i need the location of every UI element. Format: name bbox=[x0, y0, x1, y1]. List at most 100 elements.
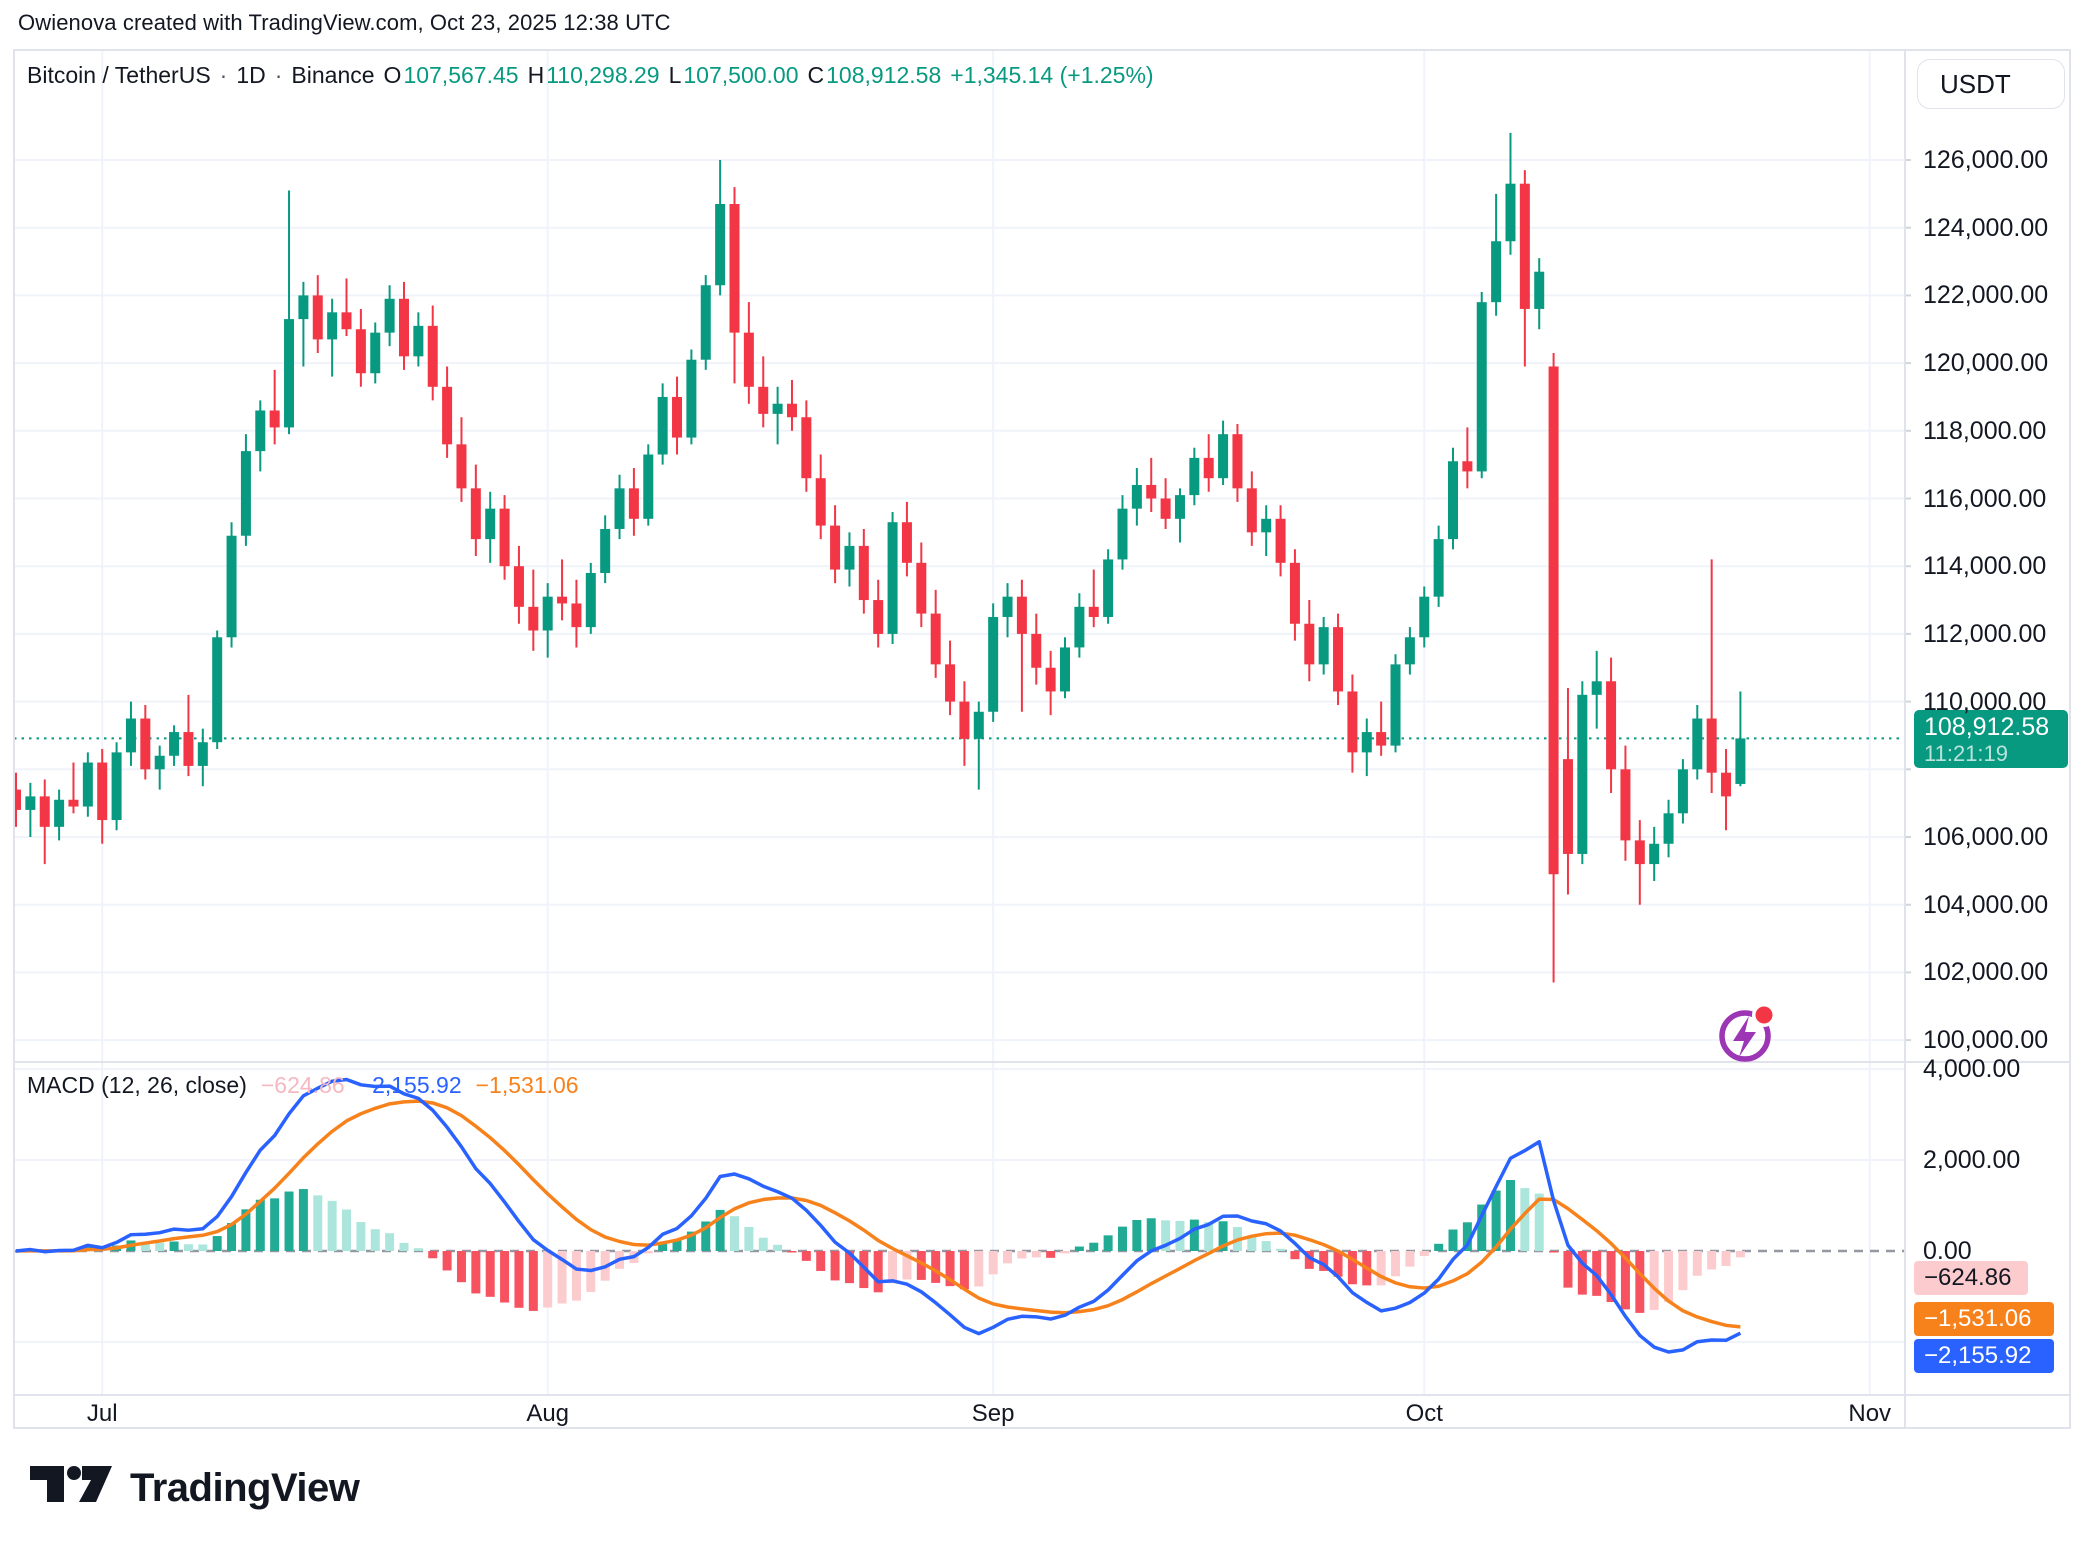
candle bbox=[97, 762, 108, 821]
candle bbox=[125, 718, 136, 753]
macd-hist-bar bbox=[1146, 1218, 1156, 1251]
candle bbox=[1721, 772, 1732, 797]
candle bbox=[499, 508, 510, 567]
macd-hist-bar bbox=[413, 1248, 423, 1251]
macd-hist-bar bbox=[1462, 1222, 1472, 1251]
macd-hist-bar bbox=[270, 1198, 280, 1251]
candle bbox=[1390, 664, 1401, 746]
macd-hist-badge: −624.86 bbox=[1914, 1261, 2028, 1295]
candle bbox=[1174, 495, 1185, 519]
tradingview-logo-text: TradingView bbox=[130, 1465, 360, 1510]
macd-hist-bar bbox=[1347, 1251, 1357, 1285]
macd-hist-bar bbox=[1046, 1251, 1056, 1258]
time-axis-month-label[interactable]: Jul bbox=[86, 1400, 118, 1427]
macd-hist-bar bbox=[1448, 1229, 1458, 1251]
macd-signal-value: −1,531.06 bbox=[475, 1072, 579, 1098]
macd-hist-bar bbox=[1477, 1204, 1487, 1251]
candle bbox=[197, 742, 208, 766]
price-axis-label[interactable]: 124,000.00 bbox=[1923, 213, 2049, 242]
candle bbox=[815, 478, 826, 526]
candle bbox=[1361, 732, 1372, 753]
macd-hist-bar bbox=[773, 1244, 783, 1251]
currency-toggle-button[interactable]: USDT bbox=[1917, 59, 2065, 109]
candles-layer bbox=[14, 132, 1746, 983]
tradingview-logo[interactable]: TradingView bbox=[30, 1462, 360, 1514]
macd-hist-bar bbox=[155, 1242, 165, 1251]
macd-hist-bar bbox=[1218, 1221, 1228, 1251]
macd-hist-bar bbox=[1276, 1248, 1286, 1251]
boost-lightning-icon[interactable] bbox=[1719, 1003, 1776, 1062]
price-axis-label[interactable]: 126,000.00 bbox=[1923, 146, 2049, 174]
price-axis-label[interactable]: 102,000.00 bbox=[1923, 958, 2049, 987]
ohlc-high: H 110,298.29 bbox=[527, 62, 660, 88]
macd-indicator-title[interactable]: MACD (12, 26, close) bbox=[27, 1072, 247, 1098]
price-axis-label[interactable]: 118,000.00 bbox=[1923, 416, 2047, 445]
macd-hist-bar bbox=[801, 1251, 811, 1261]
candle bbox=[901, 522, 912, 563]
candle bbox=[1735, 738, 1746, 784]
price-axis-label[interactable]: 122,000.00 bbox=[1923, 281, 2049, 310]
timeframe[interactable]: 1D bbox=[236, 62, 266, 88]
macd-hist-bar bbox=[830, 1251, 840, 1281]
time-axis-month-label[interactable]: Sep bbox=[971, 1400, 1015, 1427]
macd-hist-bar bbox=[1649, 1251, 1659, 1310]
macd-hist-bar bbox=[1405, 1251, 1415, 1267]
candle bbox=[844, 545, 855, 570]
candle bbox=[1088, 606, 1099, 617]
candle bbox=[542, 596, 553, 631]
macd-axis-label[interactable]: 0.00 bbox=[1923, 1237, 1972, 1265]
candle bbox=[1462, 461, 1473, 472]
symbol-name[interactable]: Bitcoin / TetherUS bbox=[27, 62, 211, 88]
candle bbox=[1491, 241, 1502, 303]
candle bbox=[1519, 183, 1530, 309]
candle bbox=[284, 319, 295, 428]
candle bbox=[1534, 271, 1545, 309]
macd-hist-bar bbox=[1419, 1251, 1429, 1257]
page-title: Owienova created with TradingView.com, O… bbox=[18, 10, 671, 35]
candle bbox=[1002, 596, 1013, 617]
macd-axis-label[interactable]: 2,000.00 bbox=[1923, 1146, 2021, 1174]
macd-hist-bar bbox=[816, 1251, 826, 1271]
candle bbox=[327, 312, 338, 340]
macd-hist-bar bbox=[284, 1191, 294, 1251]
tradingview-logo-mark bbox=[30, 1466, 112, 1502]
time-axis-month-label[interactable]: Nov bbox=[1848, 1400, 1892, 1427]
price-axis-label[interactable]: 110,000.00 bbox=[1923, 687, 2047, 716]
candle bbox=[1476, 302, 1487, 472]
macd-hist-bar bbox=[945, 1251, 955, 1287]
macd-hist-bar bbox=[528, 1251, 538, 1311]
candle bbox=[700, 285, 711, 360]
candle bbox=[830, 525, 841, 570]
candle bbox=[1289, 562, 1300, 624]
ohlc-close: C 108,912.58 bbox=[807, 62, 942, 88]
candle bbox=[772, 403, 783, 414]
price-axis-label[interactable]: 104,000.00 bbox=[1923, 890, 2049, 919]
macd-hist-bar bbox=[1017, 1251, 1027, 1259]
macd-hist-bar bbox=[1577, 1251, 1587, 1295]
price-axis-label[interactable]: 112,000.00 bbox=[1923, 619, 2047, 648]
candle bbox=[398, 298, 409, 357]
candle bbox=[1304, 623, 1315, 665]
macd-layer bbox=[14, 1077, 1745, 1354]
candle bbox=[1404, 637, 1415, 665]
macd-hist-bar bbox=[227, 1223, 237, 1251]
macd-hist-bar bbox=[298, 1189, 308, 1251]
price-axis-label[interactable]: 120,000.00 bbox=[1923, 349, 2049, 378]
macd-axis-label[interactable]: 4,000.00 bbox=[1923, 1055, 2021, 1083]
time-axis-month-label[interactable]: Aug bbox=[526, 1400, 570, 1427]
time-axis-month-label[interactable]: Oct bbox=[1405, 1400, 1443, 1427]
separator: · bbox=[274, 62, 283, 88]
price-axis-label[interactable]: 114,000.00 bbox=[1923, 552, 2047, 581]
candle bbox=[470, 488, 481, 540]
candle bbox=[643, 454, 654, 519]
candle bbox=[686, 359, 697, 438]
macd-hist-bar bbox=[643, 1251, 653, 1254]
price-axis-label[interactable]: 106,000.00 bbox=[1923, 823, 2049, 851]
candle bbox=[39, 796, 50, 827]
candle bbox=[1333, 627, 1344, 692]
price-axis-label[interactable]: 116,000.00 bbox=[1923, 484, 2047, 513]
macd-hist-bar bbox=[974, 1251, 984, 1287]
price-axis-label[interactable]: 100,000.00 bbox=[1923, 1026, 2049, 1055]
